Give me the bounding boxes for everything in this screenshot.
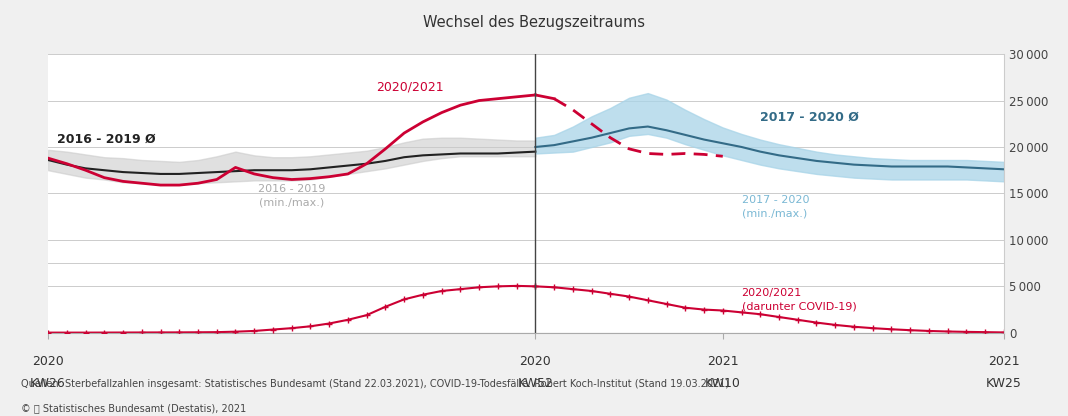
Text: 2020: 2020 <box>519 355 551 368</box>
Text: KW10: KW10 <box>705 377 741 390</box>
Text: 2017 - 2020 Ø: 2017 - 2020 Ø <box>760 111 859 124</box>
Text: Quellen: Sterbefallzahlen insgesamt: Statistisches Bundesamt (Stand 22.03.2021),: Quellen: Sterbefallzahlen insgesamt: Sta… <box>21 379 729 389</box>
Text: 2020/2021: 2020/2021 <box>376 80 443 93</box>
Text: 2020/2021
(darunter COVID-19): 2020/2021 (darunter COVID-19) <box>741 288 857 312</box>
Text: © 📊 Statistisches Bundesamt (Destatis), 2021: © 📊 Statistisches Bundesamt (Destatis), … <box>21 404 247 414</box>
Text: 2021: 2021 <box>988 355 1020 368</box>
Text: 2017 - 2020
(min./max.): 2017 - 2020 (min./max.) <box>741 195 810 218</box>
Text: KW26: KW26 <box>30 377 66 390</box>
Text: 2020: 2020 <box>32 355 64 368</box>
Text: KW25: KW25 <box>986 377 1022 390</box>
Text: 2016 - 2019
(min./max.): 2016 - 2019 (min./max.) <box>258 184 326 207</box>
Text: 2021: 2021 <box>707 355 739 368</box>
Text: 2016 - 2019 Ø: 2016 - 2019 Ø <box>58 133 156 146</box>
Text: KW52: KW52 <box>517 377 553 390</box>
Text: Wechsel des Bezugszeitraums: Wechsel des Bezugszeitraums <box>423 15 645 30</box>
